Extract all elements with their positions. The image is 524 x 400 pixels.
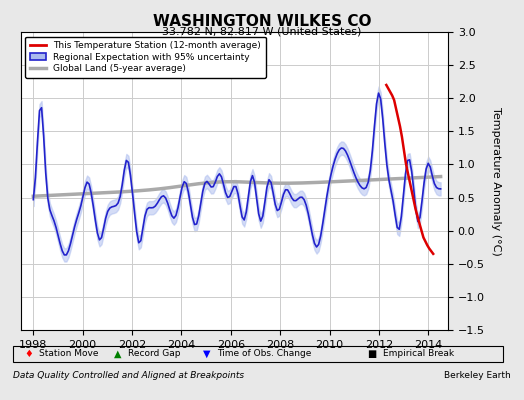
Text: ■: ■ bbox=[367, 349, 377, 359]
Legend: This Temperature Station (12-month average), Regional Expectation with 95% uncer: This Temperature Station (12-month avera… bbox=[26, 36, 266, 78]
Text: Record Gap: Record Gap bbox=[128, 350, 181, 358]
Text: ♦: ♦ bbox=[25, 349, 33, 359]
Text: Berkeley Earth: Berkeley Earth bbox=[444, 371, 511, 380]
Text: Time of Obs. Change: Time of Obs. Change bbox=[217, 350, 312, 358]
Text: ▲: ▲ bbox=[114, 349, 122, 359]
Text: Empirical Break: Empirical Break bbox=[383, 350, 454, 358]
Text: ▼: ▼ bbox=[203, 349, 211, 359]
Text: 33.782 N, 82.817 W (United States): 33.782 N, 82.817 W (United States) bbox=[162, 26, 362, 36]
Y-axis label: Temperature Anomaly (°C): Temperature Anomaly (°C) bbox=[492, 107, 501, 255]
Text: WASHINGTON WILKES CO: WASHINGTON WILKES CO bbox=[153, 14, 371, 29]
Text: Data Quality Controlled and Aligned at Breakpoints: Data Quality Controlled and Aligned at B… bbox=[13, 371, 244, 380]
Text: Station Move: Station Move bbox=[39, 350, 99, 358]
